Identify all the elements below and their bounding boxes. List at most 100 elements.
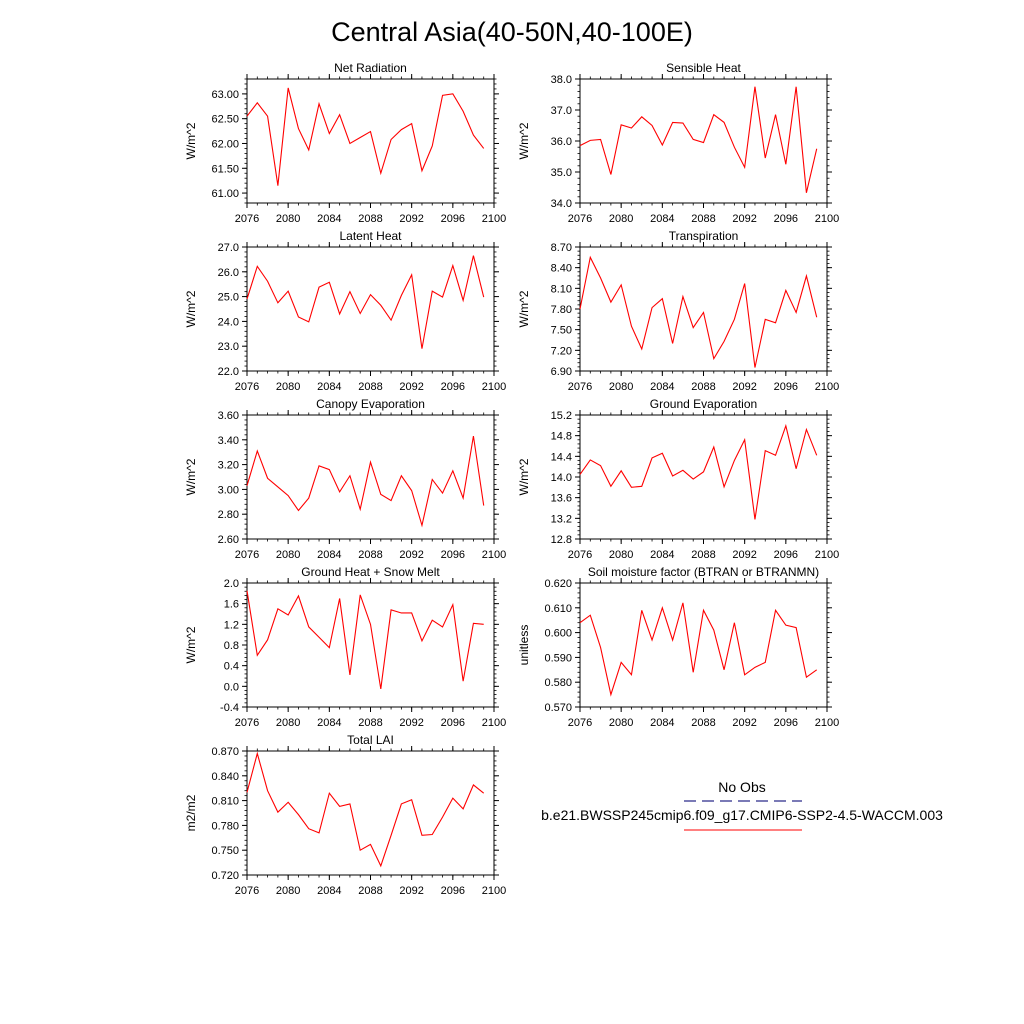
x-tick-label: 2096 (774, 213, 798, 225)
legend-obs-label: No Obs (718, 779, 765, 795)
y-tick-label: 3.20 (218, 460, 239, 472)
legend: No Obs b.e21.BWSSP245cmip6.f09_g17.CMIP6… (541, 779, 943, 831)
panel-canopy-evaporation: Canopy Evaporation W/m^2 2.60 2.80 3.00 3.20 3… (184, 397, 506, 561)
x-tick-label: 2096 (774, 717, 798, 729)
y-tick-label: 63.00 (211, 89, 239, 101)
x-tick-label: 2100 (482, 549, 506, 561)
x-tick-label: 2080 (609, 213, 633, 225)
y-axis-label: unitless (517, 625, 531, 666)
y-tick-label: 22.0 (218, 366, 239, 378)
x-tick-label: 2080 (276, 717, 300, 729)
plot-frame (246, 414, 495, 540)
x-tick-label: 2100 (815, 381, 839, 393)
x-tick-label: 2096 (441, 381, 465, 393)
y-tick-label: 27.0 (218, 242, 239, 254)
y-tick-label: 7.50 (551, 325, 572, 337)
x-tick-label: 2080 (276, 549, 300, 561)
x-tick-label: 2080 (609, 381, 633, 393)
x-tick-label: 2088 (691, 717, 715, 729)
y-tick-label: 14.8 (551, 431, 572, 443)
x-tick-label: 2100 (482, 381, 506, 393)
x-tick-label: 2076 (568, 381, 592, 393)
y-tick-label: 6.90 (551, 366, 572, 378)
y-tick-label: 15.2 (551, 410, 572, 422)
y-tick-label: 1.2 (224, 619, 239, 631)
plot-frame (246, 582, 495, 708)
plot-frame (246, 750, 495, 876)
y-tick-label: 37.0 (551, 105, 572, 117)
x-tick-label: 2096 (441, 549, 465, 561)
y-tick-label: 0.840 (211, 771, 239, 783)
x-tick-label: 2088 (691, 381, 715, 393)
x-tick-label: 2084 (317, 213, 341, 225)
series-line-ground-evaporation (579, 423, 818, 520)
series-line-transpiration (579, 255, 818, 368)
x-tick-label: 2084 (317, 885, 341, 897)
y-tick-label: 1.6 (224, 599, 239, 611)
y-tick-label: 13.2 (551, 513, 572, 525)
y-tick-label: 35.0 (551, 167, 572, 179)
y-tick-label: 61.00 (211, 188, 239, 200)
x-tick-label: 2096 (774, 381, 798, 393)
panels: Net Radiation W/m^2 61.00 61.50 62.00 62.50 63… (184, 61, 839, 897)
y-tick-label: 7.20 (551, 345, 572, 357)
panel-sensible-heat: Sensible Heat W/m^2 34.0 35.0 36.0 37.0 38.0 20… (517, 61, 839, 225)
series-line-total-lai (246, 751, 485, 868)
y-tick-label: 25.0 (218, 292, 239, 304)
x-tick-label: 2084 (317, 549, 341, 561)
y-tick-label: 13.6 (551, 493, 572, 505)
x-tick-label: 2092 (399, 381, 423, 393)
x-tick-label: 2084 (650, 717, 674, 729)
x-tick-label: 2096 (441, 717, 465, 729)
x-tick-label: 2088 (358, 213, 382, 225)
x-tick-label: 2096 (774, 549, 798, 561)
x-tick-label: 2080 (609, 549, 633, 561)
y-tick-label: 26.0 (218, 267, 239, 279)
x-tick-label: 2100 (815, 717, 839, 729)
x-tick-label: 2092 (732, 549, 756, 561)
series-line-ground-heat-snow-melt (246, 590, 484, 690)
plot-frame (246, 246, 495, 372)
x-tick-label: 2092 (732, 381, 756, 393)
x-tick-label: 2076 (235, 381, 259, 393)
y-axis-label: W/m^2 (517, 122, 531, 159)
y-tick-label: 0.810 (211, 796, 239, 808)
y-tick-label: 8.40 (551, 263, 572, 275)
x-tick-label: 2096 (441, 213, 465, 225)
legend-model-label: b.e21.BWSSP245cmip6.f09_g17.CMIP6-SSP2-4… (541, 807, 943, 823)
y-tick-label: 8.10 (551, 283, 572, 295)
y-tick-label: 0.590 (544, 652, 572, 664)
x-tick-label: 2092 (732, 213, 756, 225)
y-axis-label: W/m^2 (184, 458, 198, 495)
panel-title: Transpiration (669, 229, 739, 243)
x-tick-label: 2076 (568, 549, 592, 561)
y-tick-label: 0.750 (211, 845, 239, 857)
panel-title: Soil moisture factor (BTRAN or BTRANMN) (588, 565, 819, 579)
x-tick-label: 2092 (399, 213, 423, 225)
x-tick-label: 2076 (568, 213, 592, 225)
x-tick-label: 2088 (358, 381, 382, 393)
panel-ground-heat-snow-melt: Ground Heat + Snow Melt W/m^2 -0.4 0.0 0.4 0.… (184, 565, 506, 729)
x-tick-label: 2088 (691, 549, 715, 561)
x-tick-label: 2076 (235, 213, 259, 225)
x-tick-label: 2084 (317, 717, 341, 729)
x-tick-label: 2076 (235, 549, 259, 561)
x-tick-label: 2100 (482, 213, 506, 225)
series-line-soil-moisture-factor-btran-or-btranmn (579, 602, 818, 697)
panel-title: Sensible Heat (666, 61, 741, 75)
panel-soil-moisture-factor-btran-or-btranmn: Soil moisture factor (BTRAN or BTRANMN) u… (517, 565, 839, 729)
y-tick-label: 23.0 (218, 341, 239, 353)
x-tick-label: 2100 (815, 213, 839, 225)
x-tick-label: 2080 (276, 213, 300, 225)
x-tick-label: 2092 (399, 717, 423, 729)
y-tick-label: 3.00 (218, 484, 239, 496)
x-tick-label: 2092 (399, 885, 423, 897)
panel-title: Ground Evaporation (650, 397, 757, 411)
y-tick-label: 0.580 (544, 677, 572, 689)
series-line-sensible-heat (579, 86, 818, 193)
panel-title: Latent Heat (339, 229, 402, 243)
x-tick-label: 2084 (317, 381, 341, 393)
x-tick-label: 2088 (358, 717, 382, 729)
y-tick-label: 62.50 (211, 114, 239, 126)
